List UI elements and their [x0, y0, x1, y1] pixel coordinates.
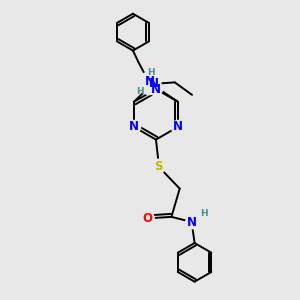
Text: N: N [129, 121, 139, 134]
Text: H: H [147, 68, 155, 77]
Text: O: O [142, 212, 153, 225]
Text: N: N [173, 121, 183, 134]
Circle shape [147, 77, 160, 90]
Circle shape [128, 120, 141, 134]
Text: N: N [145, 75, 155, 88]
Circle shape [186, 216, 199, 229]
Text: S: S [154, 160, 163, 173]
Circle shape [171, 120, 184, 134]
Text: N: N [187, 216, 197, 229]
Circle shape [138, 72, 161, 94]
Circle shape [149, 82, 163, 96]
Text: N: N [148, 77, 158, 90]
Circle shape [151, 159, 166, 173]
Text: N: N [151, 82, 161, 96]
Text: H: H [200, 209, 208, 218]
Circle shape [141, 212, 154, 225]
Text: H: H [136, 87, 144, 96]
